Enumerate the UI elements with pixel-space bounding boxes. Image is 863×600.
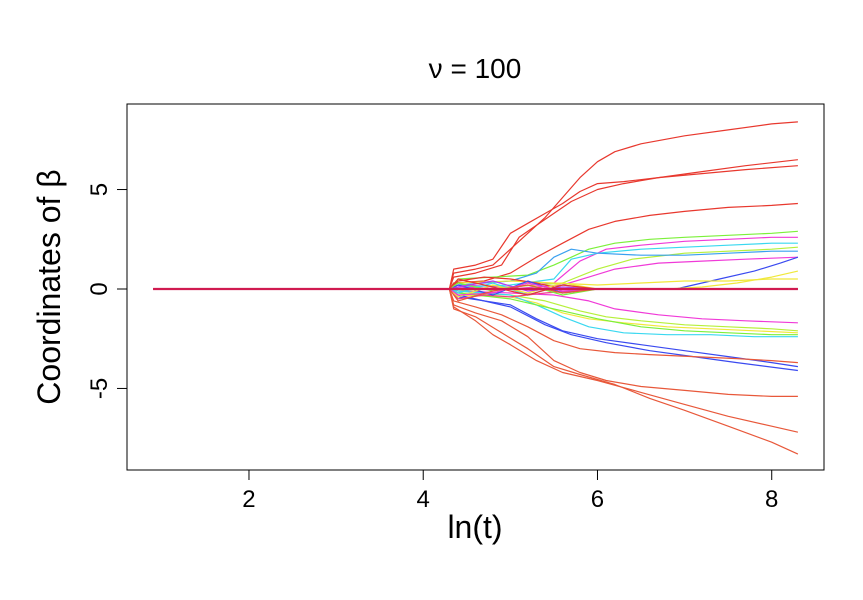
series-line-22 [153,288,798,397]
series-line-1 [153,121,798,290]
x-axis: 2 4 6 8 [242,469,778,513]
x-axis-label: ln(t) [447,509,502,545]
x-tick-label: 4 [417,486,430,513]
x-tick-label: 2 [242,486,255,513]
series-line-3 [153,165,798,290]
chart-title: ν = 100 [429,53,522,84]
series-line-23 [153,288,799,433]
y-axis-label: Coordinates of β [31,169,67,404]
y-axis: -5 0 5 [86,183,128,399]
x-tick-label: 8 [765,486,778,513]
series-line-21 [153,288,798,364]
series-line-17 [153,288,798,338]
series-line-2 [153,159,798,290]
x-tick-label: 6 [591,486,604,513]
series-lines [153,121,799,455]
y-tick-label: 0 [86,282,113,295]
y-tick-label: -5 [86,378,113,399]
series-line-24 [153,288,799,455]
series-line-20 [153,288,798,372]
y-tick-label: 5 [86,183,113,196]
series-line-5 [153,230,798,290]
